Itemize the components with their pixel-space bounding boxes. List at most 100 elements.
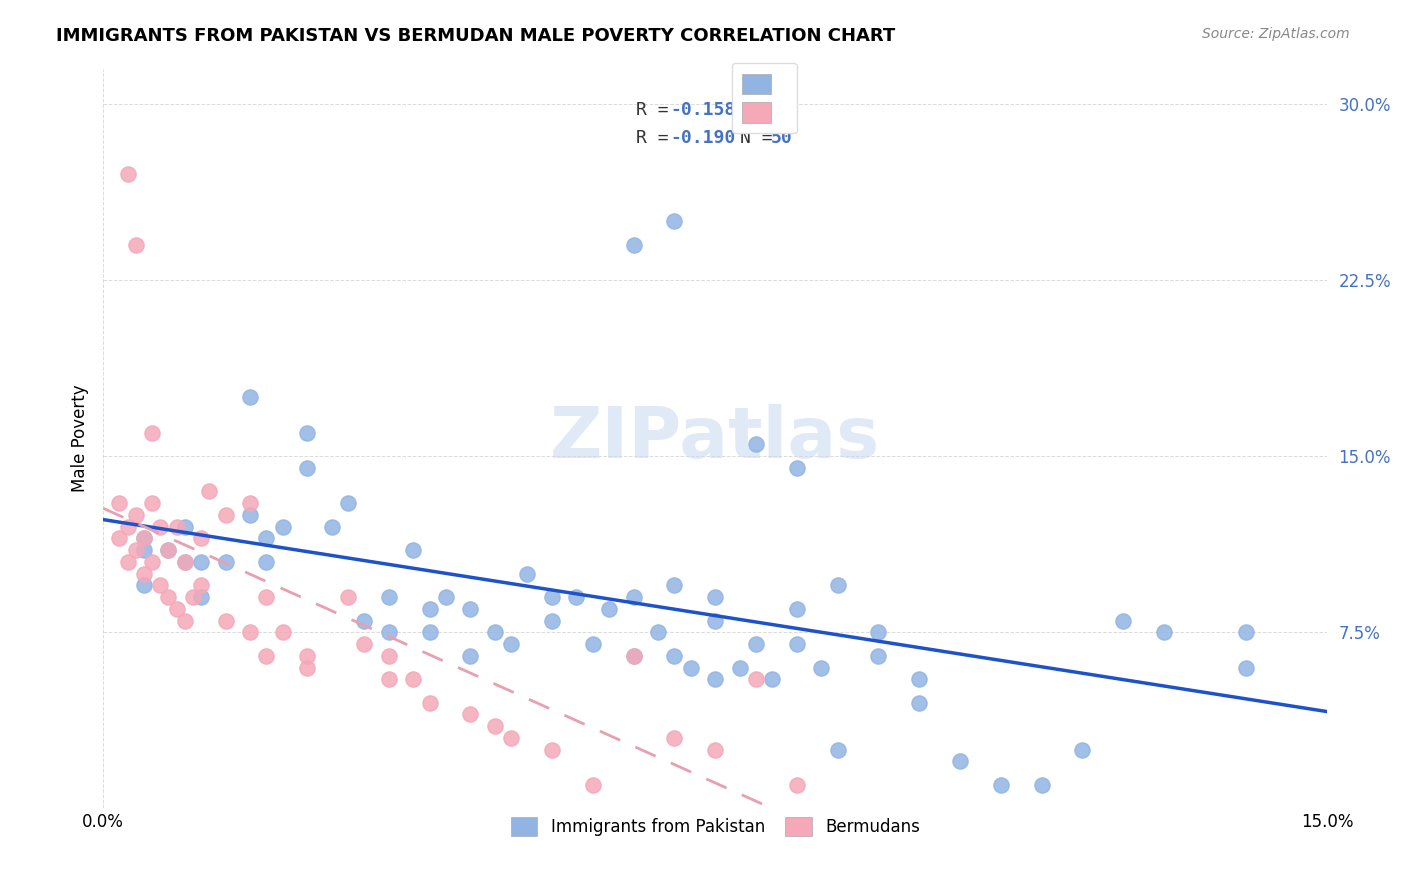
Point — [173, 614, 195, 628]
Point — [271, 625, 294, 640]
Point — [501, 637, 523, 651]
Point — [117, 167, 139, 181]
Point — [239, 390, 262, 404]
Point — [623, 648, 645, 663]
Point — [786, 601, 808, 615]
Point — [214, 614, 236, 628]
Point — [353, 614, 375, 628]
Point — [173, 555, 195, 569]
Point — [132, 531, 155, 545]
Point — [434, 590, 457, 604]
Point — [460, 601, 482, 615]
Point — [132, 578, 155, 592]
Point — [378, 625, 401, 640]
Point — [664, 214, 686, 228]
Point — [908, 672, 931, 686]
Text: Source: ZipAtlas.com: Source: ZipAtlas.com — [1202, 27, 1350, 41]
Point — [664, 731, 686, 745]
Point — [623, 590, 645, 604]
Point — [745, 637, 768, 651]
Point — [295, 660, 318, 674]
Point — [745, 672, 768, 686]
Point — [108, 496, 131, 510]
Point — [254, 648, 277, 663]
Point — [190, 578, 212, 592]
Point — [419, 601, 441, 615]
Point — [271, 519, 294, 533]
Point — [141, 555, 163, 569]
Text: ZIPatlas: ZIPatlas — [550, 404, 880, 473]
Point — [141, 496, 163, 510]
Point — [254, 531, 277, 545]
Point — [419, 696, 441, 710]
Point — [190, 531, 212, 545]
Point — [598, 601, 620, 615]
Point — [541, 614, 564, 628]
Point — [704, 590, 727, 604]
Point — [582, 637, 605, 651]
Text: -0.158: -0.158 — [669, 101, 735, 119]
Point — [149, 519, 172, 533]
Point — [868, 648, 890, 663]
Point — [295, 648, 318, 663]
Point — [704, 672, 727, 686]
Point — [460, 648, 482, 663]
Point — [949, 755, 972, 769]
Text: IMMIGRANTS FROM PAKISTAN VS BERMUDAN MALE POVERTY CORRELATION CHART: IMMIGRANTS FROM PAKISTAN VS BERMUDAN MAL… — [56, 27, 896, 45]
Point — [254, 590, 277, 604]
Point — [254, 555, 277, 569]
Point — [173, 519, 195, 533]
Text: 50: 50 — [770, 129, 792, 147]
Point — [990, 778, 1012, 792]
Text: N =: N = — [740, 101, 783, 119]
Point — [132, 531, 155, 545]
Point — [516, 566, 538, 581]
Point — [647, 625, 669, 640]
Y-axis label: Male Poverty: Male Poverty — [72, 384, 89, 492]
Point — [810, 660, 832, 674]
Point — [125, 508, 148, 522]
Point — [679, 660, 702, 674]
Point — [419, 625, 441, 640]
Point — [1071, 742, 1094, 756]
Point — [190, 590, 212, 604]
Point — [402, 543, 425, 558]
Point — [1112, 614, 1135, 628]
Text: -0.190: -0.190 — [669, 129, 735, 147]
Point — [761, 672, 783, 686]
Point — [157, 590, 180, 604]
Point — [1031, 778, 1053, 792]
Point — [166, 601, 188, 615]
Point — [565, 590, 588, 604]
Point — [239, 496, 262, 510]
Point — [125, 237, 148, 252]
Point — [198, 484, 221, 499]
Point — [239, 625, 262, 640]
Point — [541, 742, 564, 756]
Point — [321, 519, 343, 533]
Point — [378, 648, 401, 663]
Point — [786, 460, 808, 475]
Point — [1234, 660, 1257, 674]
Point — [484, 719, 506, 733]
Point — [378, 590, 401, 604]
Point — [623, 648, 645, 663]
Point — [460, 707, 482, 722]
Point — [704, 614, 727, 628]
Point — [664, 648, 686, 663]
Point — [336, 496, 359, 510]
Point — [484, 625, 506, 640]
Point — [117, 555, 139, 569]
Point — [827, 742, 849, 756]
Point — [117, 519, 139, 533]
Point — [125, 543, 148, 558]
Point — [141, 425, 163, 440]
Point — [908, 696, 931, 710]
Point — [295, 460, 318, 475]
Text: 68: 68 — [770, 101, 792, 119]
Point — [157, 543, 180, 558]
Text: N =: N = — [740, 129, 783, 147]
Text: R =: R = — [636, 101, 679, 119]
Point — [295, 425, 318, 440]
Point — [664, 578, 686, 592]
